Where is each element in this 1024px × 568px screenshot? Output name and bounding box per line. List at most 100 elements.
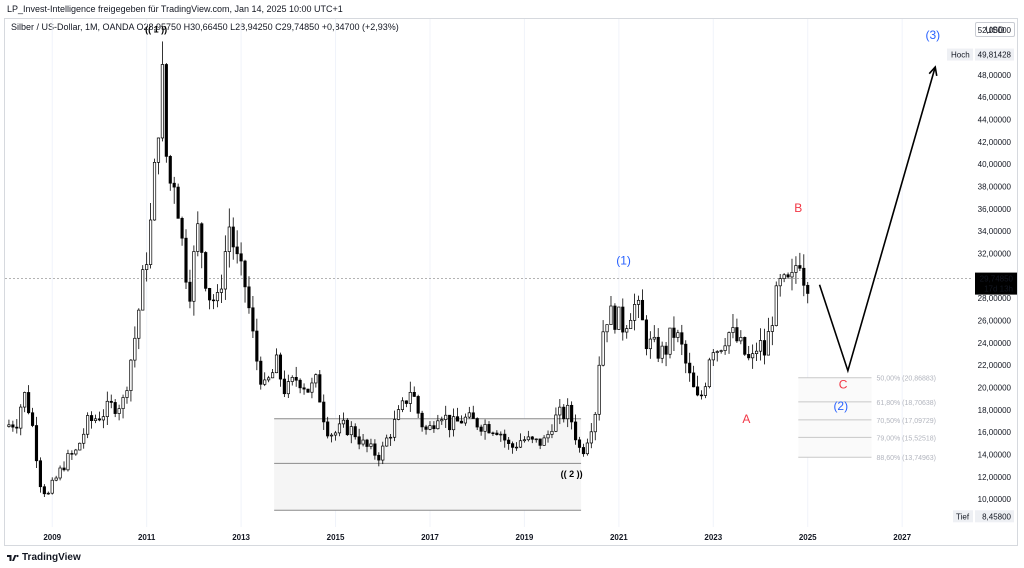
x-tick-label: 2021 <box>610 533 628 542</box>
candle-body <box>656 336 660 359</box>
candle-body <box>109 400 113 403</box>
candle-body <box>735 327 739 342</box>
y-tick-label: 24,00000 <box>978 339 1012 348</box>
y-tick-label: 46,00000 <box>978 93 1012 102</box>
candle-body <box>459 420 464 424</box>
candle-body <box>400 400 405 410</box>
candle-body <box>137 309 141 339</box>
y-tick-label: 18,00000 <box>978 406 1012 415</box>
candle-body <box>699 394 704 397</box>
candle-body <box>530 436 534 440</box>
candle-body <box>790 272 794 278</box>
candle-body <box>424 426 428 430</box>
candle-body <box>499 433 503 436</box>
candle-body <box>605 324 609 333</box>
candle-body <box>125 390 129 398</box>
candle-body <box>577 439 582 448</box>
candle-body <box>152 162 157 221</box>
high-label-text: Hoch <box>951 51 970 60</box>
y-tick-label: 32,00000 <box>978 249 1012 258</box>
candle-body <box>188 281 192 302</box>
candle-body <box>176 186 180 219</box>
candle-body <box>74 449 78 455</box>
candle-body <box>762 340 767 356</box>
time-axis[interactable]: 2009 2011 2013 2015 2017 2019 2021 2023 2025 2027 <box>43 533 911 542</box>
candle-body <box>463 416 467 424</box>
high-value-badge <box>975 48 1014 61</box>
candle-body <box>573 421 578 441</box>
fib-level-label: 50,00% (20,86883) <box>876 376 936 383</box>
currency-button[interactable]: USD <box>975 22 1015 37</box>
candle-body <box>751 353 755 359</box>
candle-body <box>491 432 495 435</box>
fib-zone <box>798 377 872 458</box>
candle-body <box>326 421 330 437</box>
y-tick-label: 26,00000 <box>978 316 1012 325</box>
candle-body <box>58 467 62 479</box>
candle-body <box>621 306 625 333</box>
candle-body <box>82 433 86 444</box>
candle-body <box>794 265 798 273</box>
candle-body <box>640 299 645 321</box>
x-tick-label: 2025 <box>799 533 817 542</box>
candle-body <box>542 437 546 446</box>
annotation-zones: 50,00% (20,86883) 61,80% (18,70638) 70,50%… <box>5 278 973 511</box>
current-price-value: 29,74850 <box>980 275 1014 284</box>
candle-body <box>719 350 723 352</box>
candle-body <box>117 408 121 414</box>
candle-body <box>798 265 802 269</box>
candle-body <box>416 396 420 414</box>
x-tick-label: 2011 <box>138 533 156 542</box>
candle-body <box>452 416 456 431</box>
candle-body <box>593 413 597 433</box>
candle-body <box>149 219 153 265</box>
candle-body <box>396 409 401 420</box>
y-tick-label: 34,00000 <box>978 227 1012 236</box>
candle-body <box>703 386 707 396</box>
candle-body <box>408 392 412 404</box>
candle-body <box>129 359 133 391</box>
candle-body <box>353 426 357 438</box>
tradingview-brand[interactable]: TradingView <box>7 552 81 563</box>
fib-level-label: 70,50% (17,09729) <box>876 418 936 425</box>
candle-body <box>15 426 19 429</box>
y-tick-label: 28,00000 <box>978 294 1012 303</box>
candle-body <box>522 439 526 442</box>
candle-body <box>19 406 23 429</box>
candle-body <box>389 436 393 439</box>
candle-body <box>766 331 770 356</box>
candle-body <box>30 412 35 426</box>
candle-body <box>223 251 227 290</box>
candle-body <box>684 343 688 364</box>
candle-body <box>495 432 499 436</box>
candle-body <box>554 414 558 432</box>
wave-label: (2) <box>833 399 848 413</box>
candle-body <box>310 382 314 393</box>
candle-body <box>156 137 161 163</box>
candle-body <box>660 345 664 359</box>
candle-body <box>282 378 286 395</box>
candle-body <box>11 424 15 428</box>
candle-body <box>227 226 231 252</box>
fib-level-label: 61,80% (18,70638) <box>876 400 936 407</box>
candle-body <box>581 447 586 455</box>
candle-body <box>617 306 621 330</box>
candle-body <box>566 404 570 420</box>
price-axis[interactable]: 10,00000 12,00000 14,00000 16,00000 18,00000… <box>978 26 1012 504</box>
y-tick-label: 48,00000 <box>978 71 1012 80</box>
candle-body <box>278 354 283 380</box>
candle-body <box>758 340 763 352</box>
x-tick-label: 2023 <box>704 533 722 542</box>
wave-label: (( 2 )) <box>561 469 583 479</box>
candle-body <box>558 406 562 416</box>
candle-body <box>514 446 519 449</box>
candle-body <box>50 479 54 494</box>
demand-zone-box <box>274 418 582 511</box>
candle-body <box>774 285 778 326</box>
candle-body <box>648 338 652 350</box>
wave-label: C <box>839 378 848 392</box>
candle-body <box>247 286 251 309</box>
candle-body <box>42 486 46 495</box>
candle-body <box>680 332 684 345</box>
